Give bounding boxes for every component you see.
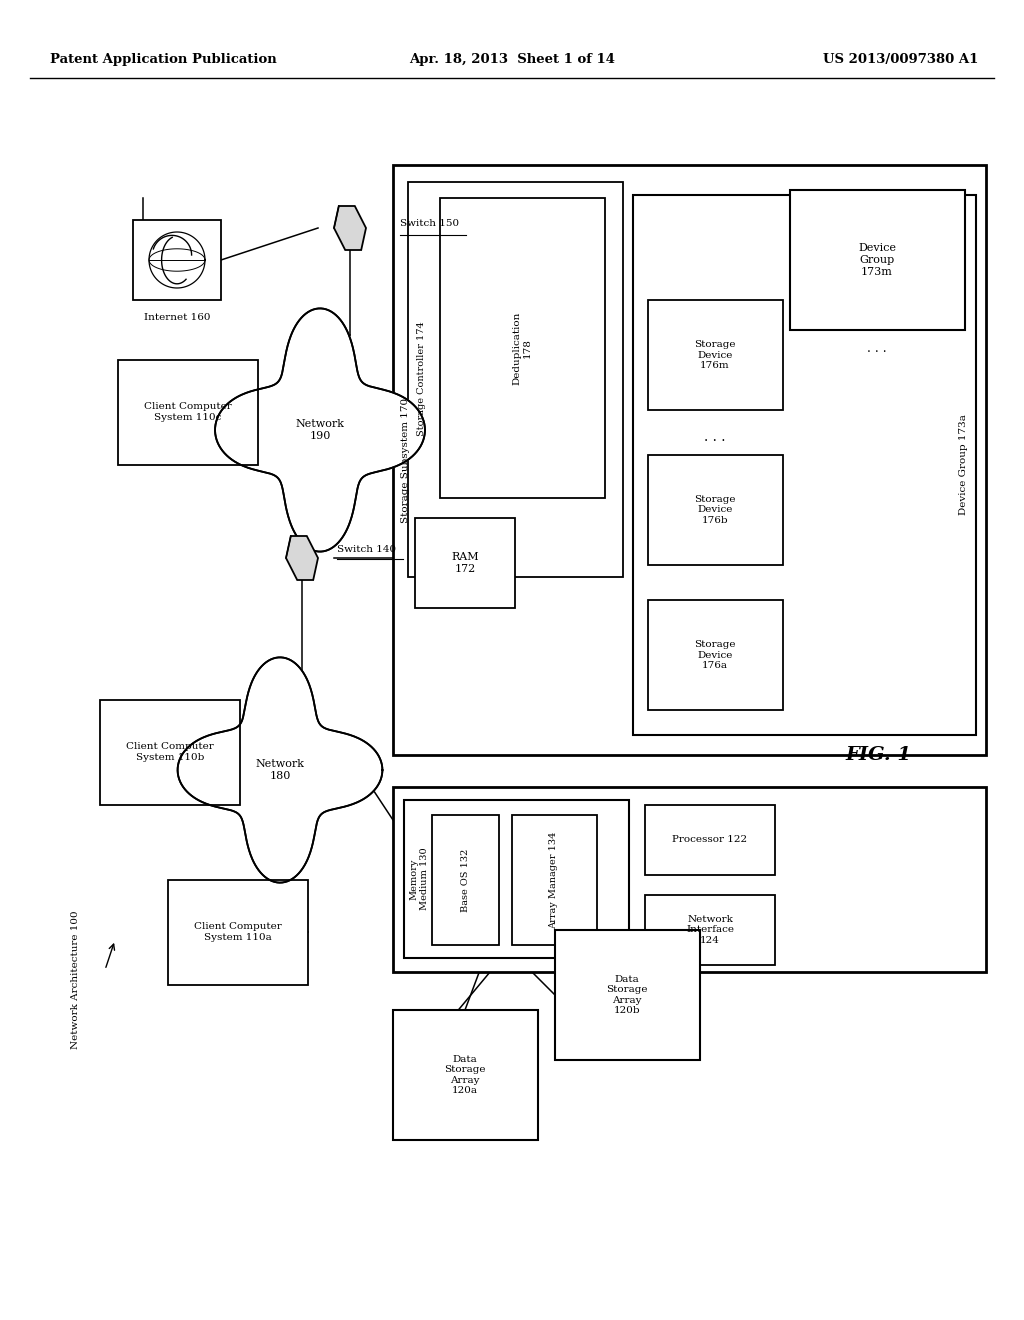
Text: Patent Application Publication: Patent Application Publication [50,54,276,66]
Text: Device
Group
173m: Device Group 173m [858,243,896,277]
Text: Storage
Device
176b: Storage Device 176b [694,495,736,525]
Text: Network Architecture 100: Network Architecture 100 [71,911,80,1049]
Bar [648,601,783,710]
Text: FIG. 1: FIG. 1 [845,746,911,764]
Bar [404,800,629,958]
Text: Internet 160: Internet 160 [143,314,210,322]
Text: RAM
172: RAM 172 [452,552,479,574]
Polygon shape [334,206,366,249]
Text: Storage
Device
176m: Storage Device 176m [694,341,736,370]
Text: Processor 122: Processor 122 [673,836,748,845]
Text: Client Computer
System 110c: Client Computer System 110c [144,403,231,421]
Text: Switch 140: Switch 140 [337,545,396,554]
Bar [393,1010,538,1140]
Polygon shape [215,309,425,552]
Polygon shape [177,657,382,883]
Polygon shape [286,536,318,579]
Text: Network
190: Network 190 [296,420,344,441]
Bar [555,931,700,1060]
Text: . . .: . . . [867,342,887,355]
Bar [168,880,308,985]
Bar [118,360,258,465]
Text: US 2013/0097380 A1: US 2013/0097380 A1 [822,54,978,66]
Bar [633,195,976,735]
Text: Storage Controller 174: Storage Controller 174 [417,322,426,437]
Bar [648,300,783,411]
Text: Array Manager 134: Array Manager 134 [550,832,558,929]
Text: Data
Storage
Array
120a: Data Storage Array 120a [444,1055,485,1096]
Bar [790,190,965,330]
Text: Client Computer
System 110a: Client Computer System 110a [195,923,282,941]
Text: Base OS 132: Base OS 132 [461,849,469,912]
Bar [512,814,597,945]
Bar [133,220,221,300]
Bar [432,814,499,945]
Bar [393,165,986,755]
Bar [440,198,605,498]
Text: Device Group 173a: Device Group 173a [958,414,968,515]
Text: Storage Subsystem 170: Storage Subsystem 170 [401,397,411,523]
Bar [648,455,783,565]
Bar [408,182,623,577]
Text: Storage
Device
176a: Storage Device 176a [694,640,736,671]
Text: Client Computer
System 110b: Client Computer System 110b [126,742,214,762]
Text: Deduplication
178: Deduplication 178 [512,312,531,384]
Bar [393,787,986,972]
Bar [645,805,775,875]
Bar [645,895,775,965]
Text: Apr. 18, 2013  Sheet 1 of 14: Apr. 18, 2013 Sheet 1 of 14 [409,54,615,66]
Text: Network
180: Network 180 [256,759,304,781]
Text: . . .: . . . [705,430,726,444]
Text: Network
Interface
124: Network Interface 124 [686,915,734,945]
Text: Switch 150: Switch 150 [400,219,459,227]
Bar [100,700,240,805]
Bar [415,517,515,609]
Text: Memory
Medium 130: Memory Medium 130 [410,847,429,911]
Text: Data
Storage
Array
120b: Data Storage Array 120b [606,975,648,1015]
